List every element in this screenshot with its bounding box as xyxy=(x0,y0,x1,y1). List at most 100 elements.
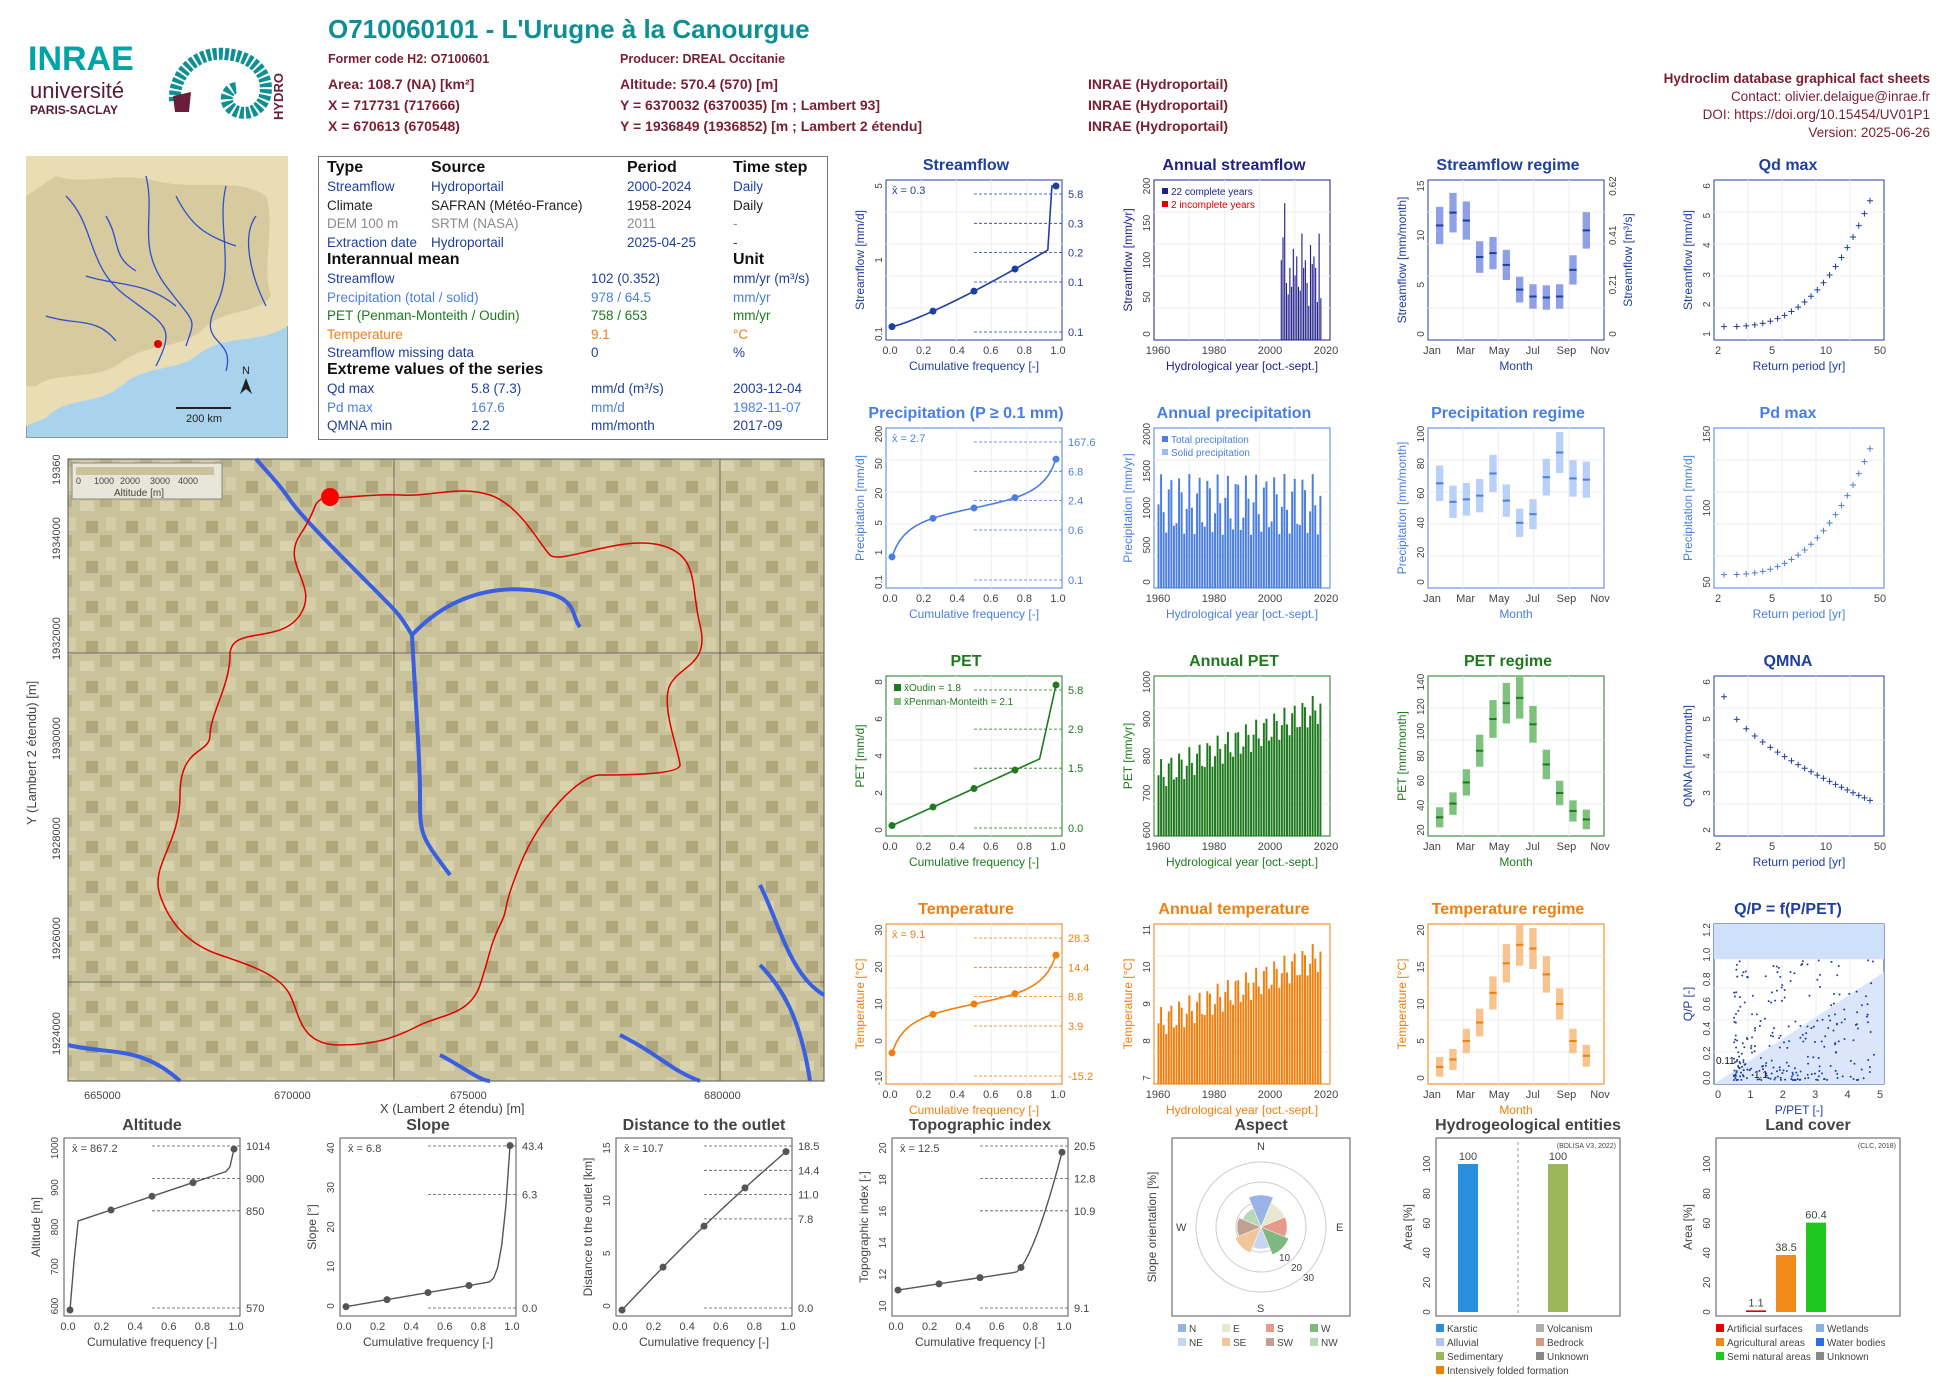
annual_precipitation-bar xyxy=(1293,478,1296,588)
annual_pet-bar xyxy=(1198,744,1201,836)
qp-point xyxy=(1762,1065,1765,1068)
annual_precipitation-bar xyxy=(1172,525,1175,588)
y-tick-label: 10 xyxy=(878,1300,889,1312)
annual_precipitation-bar xyxy=(1242,517,1245,588)
right-tick-label: 1014 xyxy=(246,1141,270,1153)
hydrogeology-title: Hydrogeological entities xyxy=(1435,1117,1621,1134)
qp-point xyxy=(1758,1078,1761,1081)
qp-point xyxy=(1836,1072,1839,1075)
annual_streamflow-bar xyxy=(1284,203,1286,340)
qd_max-point xyxy=(1820,279,1827,286)
qp-point xyxy=(1836,1076,1839,1079)
pd_max-point xyxy=(1861,458,1868,465)
y-tick-label: 5 xyxy=(874,183,885,189)
qp-point xyxy=(1801,1033,1804,1036)
pd_max-point xyxy=(1795,552,1802,559)
x-tick-label: 2000 xyxy=(1258,841,1282,853)
y-tick-label: 1 xyxy=(874,549,885,555)
y-tick-label: 8 xyxy=(1142,1038,1153,1044)
y-tick-label: 4 xyxy=(1702,753,1713,759)
qp-point xyxy=(1772,1066,1775,1069)
qp-point xyxy=(1781,984,1784,987)
annual_temperature-bar xyxy=(1257,986,1260,1084)
qp-point xyxy=(1740,1065,1743,1068)
qp-point xyxy=(1771,1031,1774,1034)
legend-swatch xyxy=(1816,1338,1824,1346)
annual_temperature-bar xyxy=(1309,963,1312,1084)
qp-point xyxy=(1753,1029,1756,1032)
qd_max-title: Qd max xyxy=(1759,157,1818,174)
qp-point xyxy=(1743,1001,1746,1004)
map-frame xyxy=(67,458,825,1082)
right-tick-label: 8.8 xyxy=(1068,992,1083,1004)
qp-point xyxy=(1734,1073,1737,1076)
annual_temperature-bar xyxy=(1190,1010,1193,1084)
x-tick-label: 0.6 xyxy=(983,841,998,853)
annual_pet-bar xyxy=(1165,786,1168,836)
qp-point xyxy=(1834,1069,1837,1072)
right-tick-label: 6.3 xyxy=(522,1190,537,1202)
annual_streamflow-chart: Annual streamflow 1960 1980 2000 2020 0 50 100 1… xyxy=(1121,157,1338,373)
y-tick-label: 10 xyxy=(326,1261,337,1273)
legend-swatch xyxy=(1816,1352,1824,1360)
qp-point xyxy=(1750,1047,1753,1050)
annual_temperature-title: Annual temperature xyxy=(1158,901,1309,918)
qp-point xyxy=(1789,971,1792,974)
legend-label: N xyxy=(1189,1324,1196,1335)
streamflow_regime-chart: Streamflow regime Jan Mar May Jul Sep Nov 0 5 10 1… xyxy=(1395,157,1635,373)
y-tick-label: 5 xyxy=(1416,1038,1427,1044)
qp-point xyxy=(1733,1041,1736,1044)
annual_pet-bar xyxy=(1296,727,1299,836)
annual_precipitation-bar xyxy=(1250,534,1253,588)
slope-quantile-point xyxy=(465,1282,473,1290)
qp-point xyxy=(1742,1059,1745,1062)
qp-point xyxy=(1778,1046,1781,1049)
annual_precipitation-chart: Annual precipitation 1960 1980 2000 2020 0 500… xyxy=(1121,405,1338,621)
land_cover-ylabel: Area [%] xyxy=(1681,1204,1695,1250)
x-tick-label: 0.6 xyxy=(437,1321,452,1333)
slope-quantile-point xyxy=(342,1303,350,1311)
y-tick-label: 700 xyxy=(50,1258,61,1275)
y-tick-label: 10 xyxy=(602,1195,613,1207)
qp-point xyxy=(1740,1052,1743,1055)
x-tick-label: 0.2 xyxy=(370,1321,385,1333)
annual_temperature-ylabel: Temperature [°C] xyxy=(1121,959,1135,1050)
qp-point xyxy=(1808,994,1811,997)
credits-version: Version: 2025-06-26 xyxy=(1808,125,1930,140)
distance-quantile-point xyxy=(700,1222,708,1230)
x-tick-label: 0.6 xyxy=(983,345,998,357)
qp-point xyxy=(1792,1073,1795,1076)
y-tick-label: 1.2 xyxy=(1702,923,1713,937)
x-tick-label: Jul xyxy=(1526,841,1540,853)
annual_temperature-bar xyxy=(1208,993,1211,1084)
qp-point xyxy=(1817,1057,1820,1060)
annual_precipitation-bar xyxy=(1278,534,1281,588)
svg-text:200 km: 200 km xyxy=(186,413,222,425)
qp-point xyxy=(1758,1069,1761,1072)
catchment-boundary xyxy=(157,490,703,1046)
qp-point xyxy=(1763,1017,1766,1020)
y-tick-label: 1000 xyxy=(50,1136,61,1159)
y-tick-label: 700 xyxy=(1142,784,1153,801)
x-tick-label: 0.8 xyxy=(1017,345,1032,357)
qp-point xyxy=(1736,1058,1739,1061)
y-tick-label: 0.2 xyxy=(1702,1046,1713,1060)
x-tick-label: 0.8 xyxy=(471,1321,486,1333)
qp-point xyxy=(1765,1072,1768,1075)
qp-point xyxy=(1735,1013,1738,1016)
qp-point xyxy=(1733,1079,1735,1081)
annual_pet-bar xyxy=(1196,753,1199,836)
legend-label: 22 complete years xyxy=(1171,187,1253,198)
annual_temperature-bar xyxy=(1275,968,1278,1084)
qp-point xyxy=(1759,1056,1762,1059)
annual_temperature-bar xyxy=(1296,975,1299,1084)
annual_temperature-bar xyxy=(1234,980,1237,1084)
qp-point xyxy=(1738,1055,1741,1058)
annual_pet-bar xyxy=(1275,720,1278,836)
x-tick-label: 1980 xyxy=(1202,345,1226,357)
qp-point xyxy=(1866,1015,1869,1018)
qp-point xyxy=(1758,1024,1761,1027)
legend-label: 2 incomplete years xyxy=(1171,200,1255,211)
y-tick-label: 40 xyxy=(1702,1247,1713,1259)
temperature_regime-xlabel: Month xyxy=(1499,1103,1532,1117)
